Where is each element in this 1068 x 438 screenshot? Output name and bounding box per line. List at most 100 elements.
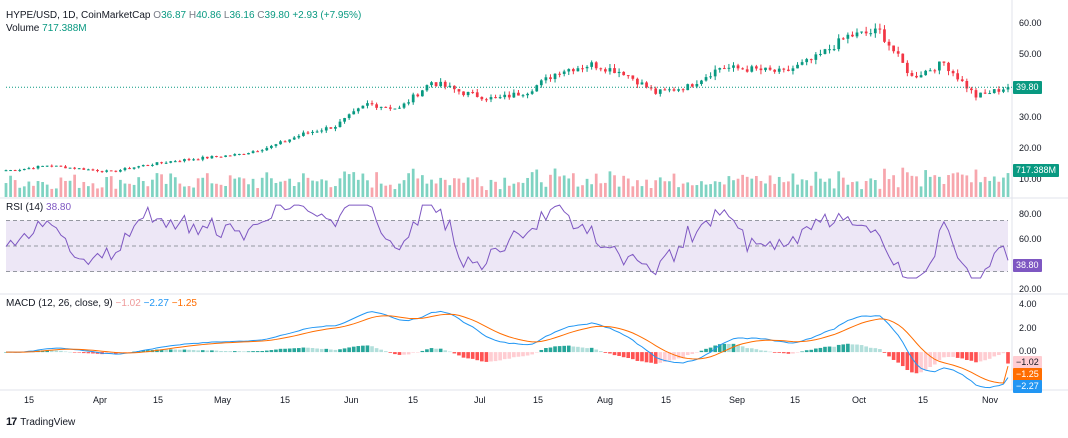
- volume-bar: [425, 183, 429, 197]
- macd-histogram-bar: [754, 349, 759, 353]
- candle-body: [965, 80, 969, 89]
- volume-bar: [668, 181, 671, 197]
- candle-body: [956, 73, 960, 80]
- candle-body: [274, 144, 278, 146]
- macd-histogram-bar: [489, 352, 493, 362]
- volume-bar: [924, 170, 928, 197]
- macd-hist-value: −1.02: [115, 298, 141, 309]
- macd-histogram-bar: [242, 351, 246, 353]
- time-tick: Apr: [93, 395, 108, 405]
- last-rsi-tag: 38.80: [1013, 259, 1042, 272]
- volume-bar: [722, 184, 726, 197]
- candle-body: [709, 76, 712, 78]
- candle-body: [366, 103, 369, 106]
- candle-body: [979, 92, 982, 98]
- volume-bar: [805, 180, 809, 197]
- rsi-legend: RSI (14) 38.80: [6, 202, 71, 214]
- candle-body: [466, 92, 470, 96]
- candle-body: [530, 91, 534, 94]
- macd-histogram-bar: [402, 352, 406, 355]
- volume-bar: [324, 180, 328, 197]
- macd-histogram-bar: [562, 345, 567, 353]
- macd-histogram-bar: [182, 349, 187, 353]
- candle-body: [215, 156, 218, 158]
- macd-histogram-bar: [173, 349, 178, 353]
- macd-histogram-bar: [571, 346, 576, 353]
- volume-value: 717.388M: [42, 23, 87, 34]
- macd-histogram-bar: [717, 344, 722, 353]
- candle-body: [997, 89, 1001, 92]
- macd-histogram-bar: [804, 350, 809, 353]
- candle-body: [690, 84, 694, 87]
- macd-histogram-bar: [566, 345, 571, 353]
- volume-bar: [453, 178, 456, 197]
- macd-histogram-bar: [95, 352, 100, 354]
- volume-bar: [823, 181, 827, 197]
- macd-histogram-bar: [415, 352, 420, 353]
- close-value: 39.80: [264, 10, 290, 21]
- rsi-tick: 20.00: [1019, 284, 1042, 294]
- volume-bar: [777, 176, 781, 197]
- macd-histogram-bar: [466, 352, 470, 359]
- time-tick: Oct: [852, 395, 867, 405]
- macd-histogram-bar: [246, 351, 251, 353]
- macd-histogram-bar: [411, 352, 416, 353]
- symbol-label: HYPE/USD, 1D, CoinMarketCap: [6, 10, 151, 21]
- candle-body: [951, 71, 955, 74]
- macd-histogram-bar: [882, 352, 887, 353]
- volume-bar: [571, 173, 575, 197]
- macd-histogram-bar: [498, 352, 502, 361]
- candle-body: [787, 69, 790, 71]
- volume-bar: [901, 167, 905, 197]
- macd-histogram-bar: [603, 352, 608, 353]
- candle-body: [485, 99, 488, 101]
- candle-body: [439, 81, 443, 87]
- rsi-tick: 60.00: [1019, 234, 1042, 244]
- candle-body: [347, 114, 351, 119]
- volume-bar: [169, 173, 173, 197]
- macd-histogram-bar: [557, 346, 562, 353]
- macd-histogram-bar: [228, 351, 233, 353]
- candle-body: [292, 137, 296, 140]
- time-tick: Jun: [344, 395, 359, 405]
- volume-bar: [9, 175, 12, 197]
- macd-histogram-bar: [708, 347, 713, 353]
- tradingview-brand[interactable]: 17 TradingView: [6, 416, 75, 428]
- macd-histogram-bar: [283, 348, 287, 353]
- macd-histogram-bar: [635, 352, 640, 361]
- volume-bar: [137, 177, 141, 197]
- macd-histogram-bar: [109, 352, 114, 354]
- candle-body: [36, 165, 40, 169]
- candle-body: [887, 41, 891, 46]
- candle-body: [736, 65, 740, 69]
- time-tick: May: [214, 395, 232, 405]
- candle-body: [443, 81, 447, 87]
- volume-bar: [773, 183, 777, 197]
- macd-histogram-bar: [269, 350, 274, 353]
- candle-body: [105, 170, 109, 172]
- macd-histogram-bar: [516, 352, 521, 357]
- macd-histogram-bar: [759, 350, 763, 353]
- macd-histogram-bar: [836, 344, 841, 353]
- volume-bar: [59, 177, 63, 197]
- volume-bar: [750, 178, 754, 197]
- volume-bar: [832, 188, 836, 197]
- macd-histogram-bar: [777, 352, 782, 353]
- volume-bar: [274, 182, 278, 197]
- macd-histogram-bar: [681, 352, 685, 358]
- candle-body: [77, 168, 81, 170]
- candle-body: [82, 168, 86, 170]
- candle-body: [302, 132, 305, 136]
- candle-body: [96, 169, 99, 172]
- candle-body: [375, 104, 378, 108]
- volume-bar: [759, 180, 763, 197]
- volume-bar: [686, 182, 690, 197]
- candle-body: [754, 66, 758, 69]
- macd-histogram-bar: [685, 352, 690, 356]
- macd-histogram-bar: [356, 346, 361, 353]
- macd-histogram-bar: [905, 352, 910, 371]
- candle-body: [539, 80, 543, 86]
- candle-body: [631, 75, 635, 79]
